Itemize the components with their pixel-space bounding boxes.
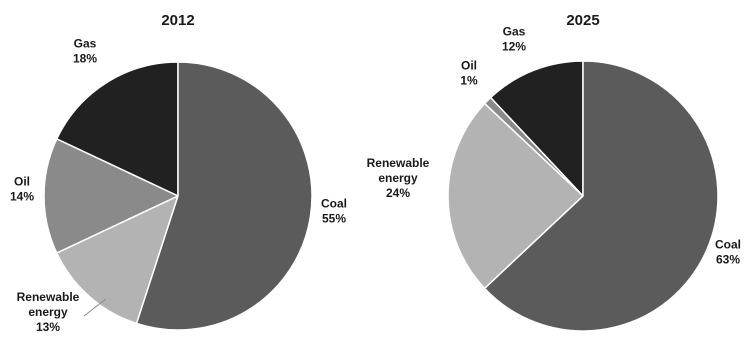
slice-label-2012-renewable-energy: Renewable energy 13%: [17, 290, 80, 334]
pie-slice-2025-coal: [483, 60, 719, 332]
pie-slice-2012-oil: [43, 137, 180, 255]
slice-label-2025-renewable-energy: Renewable energy 24%: [367, 156, 430, 200]
slice-label-2025-coal: Coal 63%: [715, 238, 741, 267]
pie-chart-2025: 2025 Coal 63% Renewable energy 24% Oil 1% Gas 12…: [367, 12, 741, 332]
chart-title-2025: 2025: [566, 12, 599, 29]
pie-slice-2012-renewable-energy: [55, 194, 180, 325]
pie-chart-2012: 2012 Coal 55% Renewable energy 13% Oil 14% Gas 1…: [10, 12, 347, 334]
pie-slice-2012-coal: [135, 61, 313, 331]
chart-title-2012: 2012: [161, 12, 194, 29]
slice-label-2012-coal: Coal 55%: [321, 197, 347, 226]
slice-label-2012-gas: Gas 18%: [73, 37, 97, 66]
leader-line-2012-renewable-energy: [83, 298, 107, 317]
slice-label-2025-oil: Oil 1%: [460, 59, 478, 88]
pie-slice-2025-gas: [489, 60, 584, 198]
slice-label-2012-oil: Oil 14%: [10, 175, 34, 204]
pie-slice-2025-renewable-energy: [447, 102, 585, 290]
pie-slice-2012-gas: [55, 61, 179, 198]
slice-label-2025-gas: Gas 12%: [502, 25, 526, 54]
